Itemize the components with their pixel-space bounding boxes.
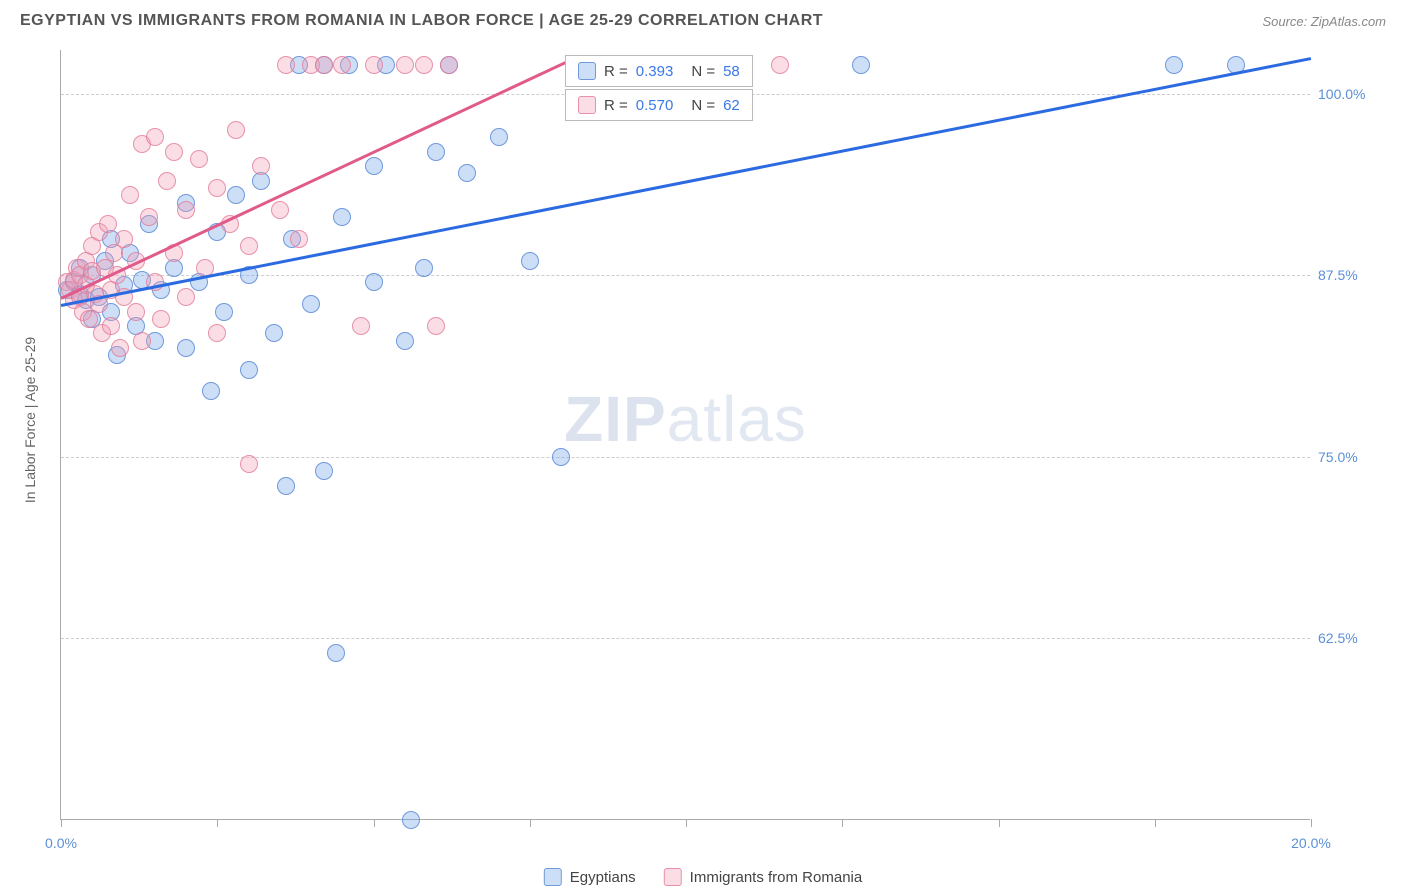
x-tick	[530, 819, 531, 827]
legend-swatch	[544, 868, 562, 886]
data-point	[415, 259, 433, 277]
x-tick-label: 20.0%	[1291, 835, 1331, 851]
source-label: Source: ZipAtlas.com	[1262, 14, 1386, 29]
data-point	[115, 230, 133, 248]
data-point	[121, 186, 139, 204]
x-tick-label: 0.0%	[45, 835, 77, 851]
data-point	[396, 56, 414, 74]
data-point	[427, 143, 445, 161]
data-point	[177, 288, 195, 306]
data-point	[415, 56, 433, 74]
data-point	[302, 295, 320, 313]
data-point	[99, 215, 117, 233]
gridline-h	[61, 638, 1310, 639]
legend-r-value: 0.393	[636, 63, 674, 80]
data-point	[396, 332, 414, 350]
legend-item: Egyptians	[544, 868, 636, 886]
legend-n-label: N =	[691, 63, 715, 80]
data-point	[202, 382, 220, 400]
data-point	[240, 237, 258, 255]
data-point	[111, 339, 129, 357]
data-point	[152, 310, 170, 328]
x-tick	[842, 819, 843, 827]
data-point	[490, 128, 508, 146]
data-point	[190, 150, 208, 168]
x-tick	[217, 819, 218, 827]
y-axis-label: In Labor Force | Age 25-29	[22, 337, 38, 503]
data-point	[271, 201, 289, 219]
scatter-chart: ZIPatlas 62.5%75.0%87.5%100.0%0.0%20.0%	[60, 50, 1310, 820]
data-point	[102, 317, 120, 335]
data-point	[852, 56, 870, 74]
x-tick	[61, 819, 62, 827]
data-point	[227, 186, 245, 204]
x-tick	[1155, 819, 1156, 827]
data-point	[315, 56, 333, 74]
legend-stat-box: R = 0.393 N = 58	[565, 55, 753, 87]
data-point	[133, 332, 151, 350]
data-point	[208, 324, 226, 342]
data-point	[771, 56, 789, 74]
data-point	[277, 56, 295, 74]
data-point	[177, 339, 195, 357]
data-point	[177, 201, 195, 219]
bottom-legend: Egyptians Immigrants from Romania	[544, 868, 862, 886]
data-point	[521, 252, 539, 270]
data-point	[290, 230, 308, 248]
data-point	[1165, 56, 1183, 74]
data-point	[277, 477, 295, 495]
legend-swatch	[578, 96, 596, 114]
data-point	[158, 172, 176, 190]
legend-n-value: 58	[723, 63, 740, 80]
watermark: ZIPatlas	[564, 382, 807, 456]
y-tick-label: 75.0%	[1318, 449, 1378, 465]
data-point	[458, 164, 476, 182]
data-point	[365, 273, 383, 291]
data-point	[252, 157, 270, 175]
data-point	[227, 121, 245, 139]
legend-stat-box: R = 0.570 N = 62	[565, 89, 753, 121]
legend-n-label: N =	[691, 97, 715, 114]
data-point	[327, 644, 345, 662]
data-point	[552, 448, 570, 466]
legend-series-name: Egyptians	[570, 869, 636, 886]
data-point	[352, 317, 370, 335]
legend-r-value: 0.570	[636, 97, 674, 114]
data-point	[333, 208, 351, 226]
legend-n-value: 62	[723, 97, 740, 114]
y-tick-label: 87.5%	[1318, 267, 1378, 283]
legend-r-label: R =	[604, 97, 628, 114]
data-point	[208, 179, 226, 197]
chart-title: EGYPTIAN VS IMMIGRANTS FROM ROMANIA IN L…	[20, 12, 823, 30]
data-point	[333, 56, 351, 74]
data-point	[240, 455, 258, 473]
data-point	[365, 157, 383, 175]
data-point	[240, 361, 258, 379]
y-tick-label: 100.0%	[1318, 86, 1378, 102]
data-point	[365, 56, 383, 74]
x-tick	[374, 819, 375, 827]
x-tick	[1311, 819, 1312, 827]
legend-swatch	[664, 868, 682, 886]
data-point	[427, 317, 445, 335]
x-tick	[686, 819, 687, 827]
legend-r-label: R =	[604, 63, 628, 80]
data-point	[315, 462, 333, 480]
legend-item: Immigrants from Romania	[664, 868, 863, 886]
data-point	[440, 56, 458, 74]
y-tick-label: 62.5%	[1318, 630, 1378, 646]
data-point	[165, 143, 183, 161]
data-point	[127, 303, 145, 321]
data-point	[265, 324, 283, 342]
legend-swatch	[578, 62, 596, 80]
legend-series-name: Immigrants from Romania	[690, 869, 863, 886]
data-point	[140, 208, 158, 226]
x-tick	[999, 819, 1000, 827]
data-point	[215, 303, 233, 321]
data-point	[146, 128, 164, 146]
data-point	[402, 811, 420, 829]
